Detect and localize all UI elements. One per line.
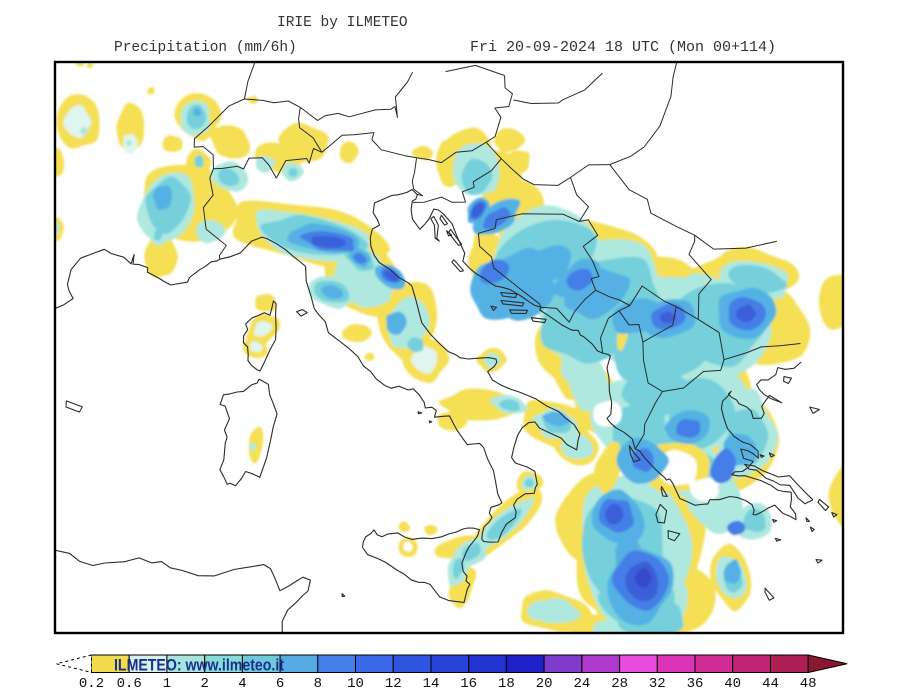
svg-text:18: 18 (498, 676, 515, 692)
svg-text:12: 12 (385, 676, 402, 692)
svg-text:0.6: 0.6 (117, 676, 142, 692)
svg-text:0.2: 0.2 (79, 676, 104, 692)
svg-text:44: 44 (762, 676, 779, 692)
svg-text:Precipitation (mm/6h): Precipitation (mm/6h) (114, 40, 297, 56)
svg-text:28: 28 (611, 676, 628, 692)
svg-text:40: 40 (724, 676, 741, 692)
svg-text:14: 14 (423, 676, 440, 692)
svg-text:36: 36 (687, 676, 704, 692)
svg-text:10: 10 (347, 676, 364, 692)
svg-text:2: 2 (200, 676, 208, 692)
svg-text:6: 6 (276, 676, 284, 692)
svg-text:16: 16 (460, 676, 477, 692)
svg-text:ILMETEO: www.ilmeteo.it: ILMETEO: www.ilmeteo.it (114, 656, 284, 675)
svg-text:IRIE by ILMETEO: IRIE by ILMETEO (277, 15, 408, 31)
svg-text:1: 1 (163, 676, 171, 692)
svg-text:20: 20 (536, 676, 553, 692)
svg-text:48: 48 (800, 676, 817, 692)
svg-text:Fri 20-09-2024 18 UTC (Mon 00+: Fri 20-09-2024 18 UTC (Mon 00+114) (470, 39, 776, 56)
svg-text:24: 24 (573, 676, 590, 692)
svg-text:8: 8 (314, 676, 322, 692)
svg-text:4: 4 (238, 676, 246, 692)
svg-text:32: 32 (649, 676, 666, 692)
